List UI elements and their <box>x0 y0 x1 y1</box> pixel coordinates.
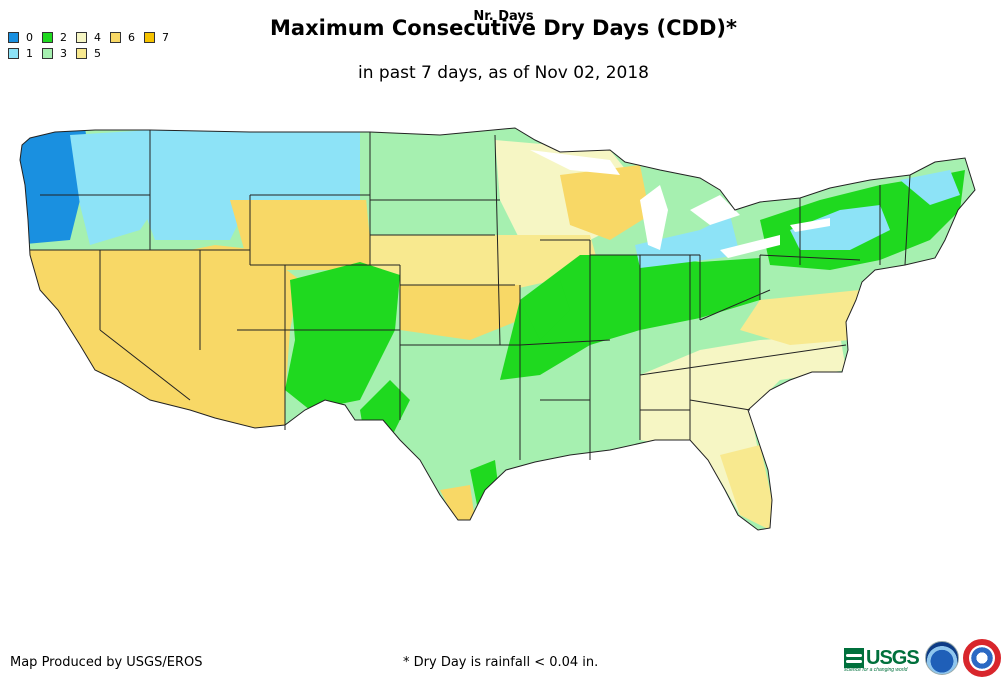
noaa-logo-icon <box>925 641 959 675</box>
legend-label: 4 <box>94 31 101 44</box>
map-title: Maximum Consecutive Dry Days (CDD)* <box>270 16 737 40</box>
legend-label: 3 <box>60 47 67 60</box>
legend <box>30 130 911 460</box>
legend-label: 6 <box>128 31 135 44</box>
legend-item: 0 <box>8 31 33 44</box>
dry-day-footnote: * Dry Day is rainfall < 0.04 in. <box>403 655 599 670</box>
legend-swatch <box>8 48 19 59</box>
legend-label: 2 <box>60 31 67 44</box>
legend-item: 3 <box>42 47 67 60</box>
legend-item: 7 <box>144 31 169 44</box>
legend-swatch <box>42 32 53 43</box>
legend-swatch <box>76 48 87 59</box>
legend-swatch <box>144 32 155 43</box>
legend-item: 4 <box>76 31 101 44</box>
legend-item: 6 <box>110 31 135 44</box>
map-credit: Map Produced by USGS/EROS <box>10 655 203 670</box>
legend-title: Nr. Days <box>473 9 534 24</box>
legend-label: 7 <box>162 31 169 44</box>
legend-swatch <box>76 32 87 43</box>
nws-logo-icon <box>963 639 1001 677</box>
usgs-logo-text: USGS <box>866 646 920 669</box>
usgs-tagline: science for a changing world <box>844 667 908 673</box>
usgs-logo-icon: USGS science for a changing world <box>844 643 920 673</box>
usgs-wave-icon <box>844 648 864 668</box>
legend-item: 1 <box>8 47 33 60</box>
legend-label: 0 <box>26 31 33 44</box>
legend-label: 1 <box>26 47 33 60</box>
legend-swatch <box>42 48 53 59</box>
map-subtitle: in past 7 days, as of Nov 02, 2018 <box>358 63 649 83</box>
legend-item: 5 <box>76 47 101 60</box>
legend-label: 5 <box>94 47 101 60</box>
legend-swatch <box>8 32 19 43</box>
legend-swatch <box>110 32 121 43</box>
legend-item: 2 <box>42 31 67 44</box>
